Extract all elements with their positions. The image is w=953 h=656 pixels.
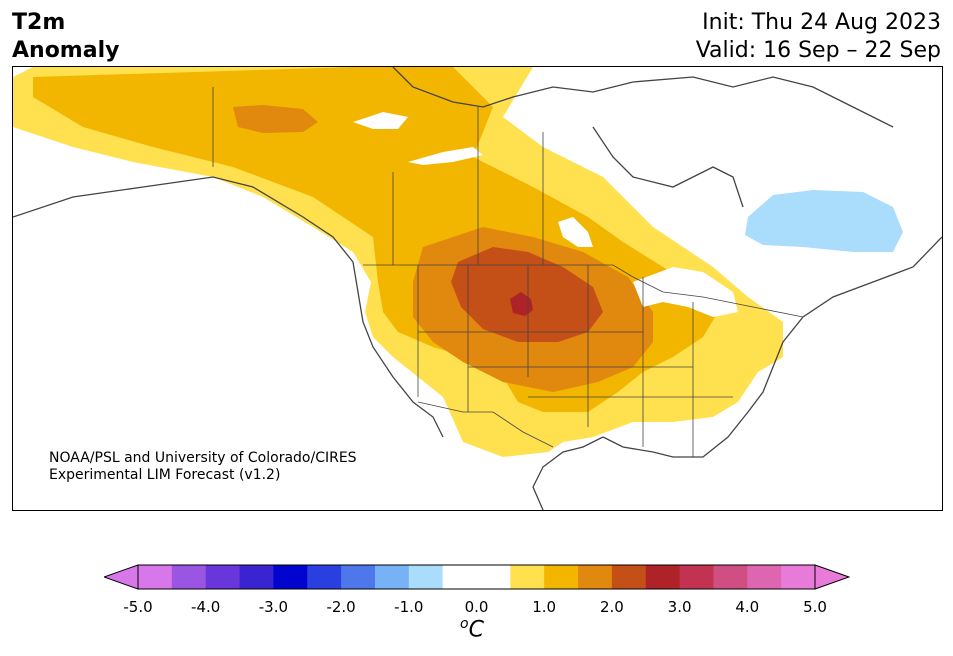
colorbar-tick-label: 0.0 xyxy=(464,598,489,616)
colorbar-tick-label: 2.0 xyxy=(599,598,624,616)
colorbar-tick-label: 3.0 xyxy=(667,598,692,616)
colorbar-tick-label: -5.0 xyxy=(123,598,153,616)
valid-date: Valid: 16 Sep – 22 Sep xyxy=(695,38,941,63)
anomaly-region-2-5 xyxy=(510,292,533,316)
hudson-bay-coast xyxy=(592,126,744,208)
colorbar-cell xyxy=(476,565,511,589)
atlantic-coastline xyxy=(602,236,942,458)
colorbar-cell xyxy=(442,565,477,589)
lake-3 xyxy=(558,217,593,247)
colorbar-cell xyxy=(374,565,410,589)
colorbar-cell xyxy=(611,565,647,589)
date-info: Init: Thu 24 Aug 2023 Valid: 16 Sep – 22… xyxy=(696,9,941,65)
colorbar-outline xyxy=(137,564,816,590)
lake-2 xyxy=(408,147,483,165)
colorbar-cell xyxy=(239,565,274,589)
init-date: Init: Thu 24 Aug 2023 xyxy=(702,10,941,35)
title-line-1: T2m xyxy=(12,10,66,35)
unit-degree: o xyxy=(460,616,469,632)
title-line-2: Anomaly xyxy=(12,38,120,63)
us-canada-border xyxy=(363,264,804,318)
colorbar-cells xyxy=(138,565,816,589)
map-title: T2m Anomaly xyxy=(12,9,119,65)
colorbar-cell xyxy=(273,565,308,589)
great-lakes xyxy=(633,267,738,317)
anomaly-region-2-0 xyxy=(451,247,603,342)
colorbar-tick-label: 4.0 xyxy=(735,598,760,616)
anomaly-map xyxy=(12,66,943,511)
arctic-coastline xyxy=(392,67,894,128)
colorbar-cell xyxy=(781,565,816,589)
colorbar-under-arrow xyxy=(104,564,139,590)
colorbar-tick-label: -2.0 xyxy=(326,598,356,616)
colorbar-cell xyxy=(713,565,748,589)
credit-line-1: NOAA/PSL and University of Colorado/CIRE… xyxy=(49,450,357,466)
anomaly-region-1-5b xyxy=(233,105,318,133)
colorbar-cell xyxy=(341,565,376,589)
colorbar-cell xyxy=(544,565,579,589)
colorbar-unit: oC xyxy=(460,616,484,642)
credit-line-2: Experimental LIM Forecast (v1.2) xyxy=(49,467,281,483)
gulf-coastline xyxy=(532,436,604,510)
colorbar xyxy=(104,564,850,590)
colorbar-tick-label: -3.0 xyxy=(258,598,289,616)
unit-letter: C xyxy=(468,617,484,643)
colorbar-cell xyxy=(171,565,207,589)
colorbar-cell xyxy=(408,565,444,589)
map-svg xyxy=(13,67,942,510)
colorbar-cell xyxy=(138,565,173,589)
anomaly-region-minus-0-5 xyxy=(745,190,903,252)
colorbar-cell xyxy=(578,565,613,589)
colorbar-cell xyxy=(307,565,342,589)
pacific-coastline xyxy=(13,176,444,438)
lake-1 xyxy=(353,112,408,129)
us-mexico-border xyxy=(417,401,554,448)
colorbar-tick-label: 5.0 xyxy=(803,598,827,616)
colorbar-cell xyxy=(645,565,681,589)
colorbar-over-arrow xyxy=(814,564,850,590)
credit-text: NOAA/PSL and University of Colorado/CIRE… xyxy=(49,450,357,484)
colorbar-cell xyxy=(510,565,545,589)
colorbar-tick-label: -1.0 xyxy=(394,598,424,616)
colorbar-tick-label: -4.0 xyxy=(191,598,221,616)
colorbar-cell xyxy=(747,565,782,589)
colorbar-tick-label: 1.0 xyxy=(532,598,557,616)
colorbar-cell xyxy=(205,565,241,589)
colorbar-cell xyxy=(679,565,714,589)
